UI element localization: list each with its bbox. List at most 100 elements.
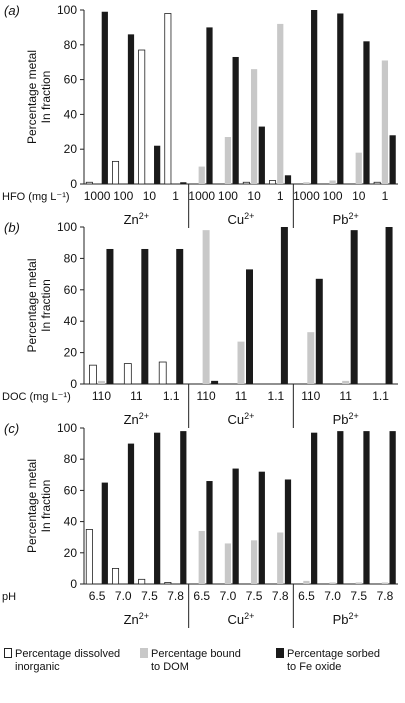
bar <box>180 182 187 184</box>
bar <box>381 582 389 584</box>
bar <box>363 431 370 584</box>
group-label: Pb2+ <box>333 211 359 227</box>
chart-panel-3: (c) Percentage metalIn fraction 0 20 40 60 80 1… <box>2 421 398 628</box>
x-tick-label: 1 <box>172 189 179 203</box>
panel-label: (c) <box>4 421 19 436</box>
x-tick-label: 1000 <box>293 189 320 203</box>
x-tick-label: 7.0 <box>220 589 237 603</box>
bar <box>363 41 370 184</box>
bar <box>211 380 219 384</box>
legend-item-fe-oxide: Percentage sorbed to Fe oxide <box>276 648 380 674</box>
x-tick-label: 110 <box>301 389 320 403</box>
bar <box>311 432 318 584</box>
bar <box>389 135 396 184</box>
bar <box>224 543 232 584</box>
y-tick-label: 60 <box>64 73 78 87</box>
bar <box>154 432 161 584</box>
bar <box>164 582 172 585</box>
bar <box>280 227 288 384</box>
bar <box>127 34 135 184</box>
bar <box>277 532 284 584</box>
x-tick-label: 100 <box>113 189 133 203</box>
panel-label: (a) <box>4 3 20 18</box>
y-tick-label: 40 <box>64 515 78 529</box>
bar <box>85 181 93 185</box>
bar <box>154 145 161 184</box>
x-tick-label: 11 <box>130 389 143 403</box>
y-tick-label: 0 <box>70 177 77 191</box>
bar <box>258 126 265 184</box>
x-axis-label: DOC (mg L⁻¹) <box>2 391 71 403</box>
x-tick-label: 6.5 <box>298 589 315 603</box>
bar <box>355 152 362 184</box>
bar <box>198 530 205 584</box>
bar <box>89 364 97 385</box>
bar <box>206 481 213 584</box>
y-tick-label: 20 <box>64 546 78 560</box>
bar <box>106 248 114 384</box>
y-axis-label: Percentage metalIn fraction <box>25 258 53 352</box>
x-tick-label: 110 <box>197 389 216 403</box>
group-label: Pb2+ <box>333 611 359 627</box>
x-tick-label: 7.8 <box>377 589 394 603</box>
bar <box>385 227 393 384</box>
y-tick-label: 20 <box>64 142 78 156</box>
y-tick-label: 60 <box>64 283 78 297</box>
group-label: Zn2+ <box>124 211 149 227</box>
group-label: Zn2+ <box>124 611 149 627</box>
bar <box>198 166 205 184</box>
chart-panel-1: (a) Percentage metalIn fraction 0 20 40 60 80 1… <box>2 3 398 228</box>
figure: (a) Percentage metalIn fraction 0 20 40 60 80 1… <box>2 3 398 628</box>
chart-panel-2: (b) Percentage metalIn fraction 0 20 40 60 80 1… <box>2 220 398 428</box>
x-tick-label: 7.0 <box>115 589 132 603</box>
y-tick-label: 80 <box>64 38 78 52</box>
bar <box>350 230 358 384</box>
bar <box>329 180 336 184</box>
bar <box>337 13 344 185</box>
bar <box>373 181 381 185</box>
bar <box>381 60 389 184</box>
bar <box>138 578 146 585</box>
bar <box>237 341 245 384</box>
legend-item-dom: Percentage bound to DOM <box>140 648 241 674</box>
group-label: Cu2+ <box>228 211 255 227</box>
bar <box>284 479 292 584</box>
y-tick-label: 0 <box>70 577 77 591</box>
legend-label-dissolved: Percentage dissolved inorganic <box>15 648 121 673</box>
bar <box>342 380 350 384</box>
group-label: Cu2+ <box>228 411 255 427</box>
bar <box>303 182 310 184</box>
bar <box>268 180 277 185</box>
legend-swatch-fe-oxide <box>276 648 284 658</box>
bar <box>311 10 318 184</box>
x-tick-label: 1.1 <box>163 389 180 403</box>
group-label: Zn2+ <box>124 411 149 427</box>
y-axis-label: Percentage metalIn fraction <box>25 50 53 144</box>
bar <box>307 332 315 384</box>
bar <box>158 361 167 385</box>
x-tick-label: 100 <box>323 189 343 203</box>
x-tick-label: 11 <box>339 389 352 403</box>
y-tick-label: 100 <box>57 220 77 234</box>
legend-label-dom: Percentage bound to DOM <box>151 648 241 673</box>
x-tick-label: 1 <box>382 189 389 203</box>
x-axis-label: pH <box>2 591 16 603</box>
bar <box>101 482 108 584</box>
y-axis-label: Percentage metalIn fraction <box>25 459 53 553</box>
bar <box>224 137 232 184</box>
x-tick-label: 7.8 <box>167 589 184 603</box>
x-axis-label: HFO (mg L⁻¹) <box>2 191 70 203</box>
x-tick-label: 6.5 <box>193 589 210 603</box>
bar <box>258 471 265 584</box>
y-tick-label: 40 <box>64 107 78 121</box>
bar <box>180 431 187 584</box>
x-tick-label: 6.5 <box>89 589 106 603</box>
bar <box>250 69 258 184</box>
bar <box>138 49 146 185</box>
y-tick-label: 60 <box>64 483 78 497</box>
bar <box>112 160 120 185</box>
bar <box>232 56 239 185</box>
x-tick-label: 1.1 <box>372 389 389 403</box>
bar <box>97 380 105 384</box>
x-tick-label: 7.5 <box>141 589 158 603</box>
